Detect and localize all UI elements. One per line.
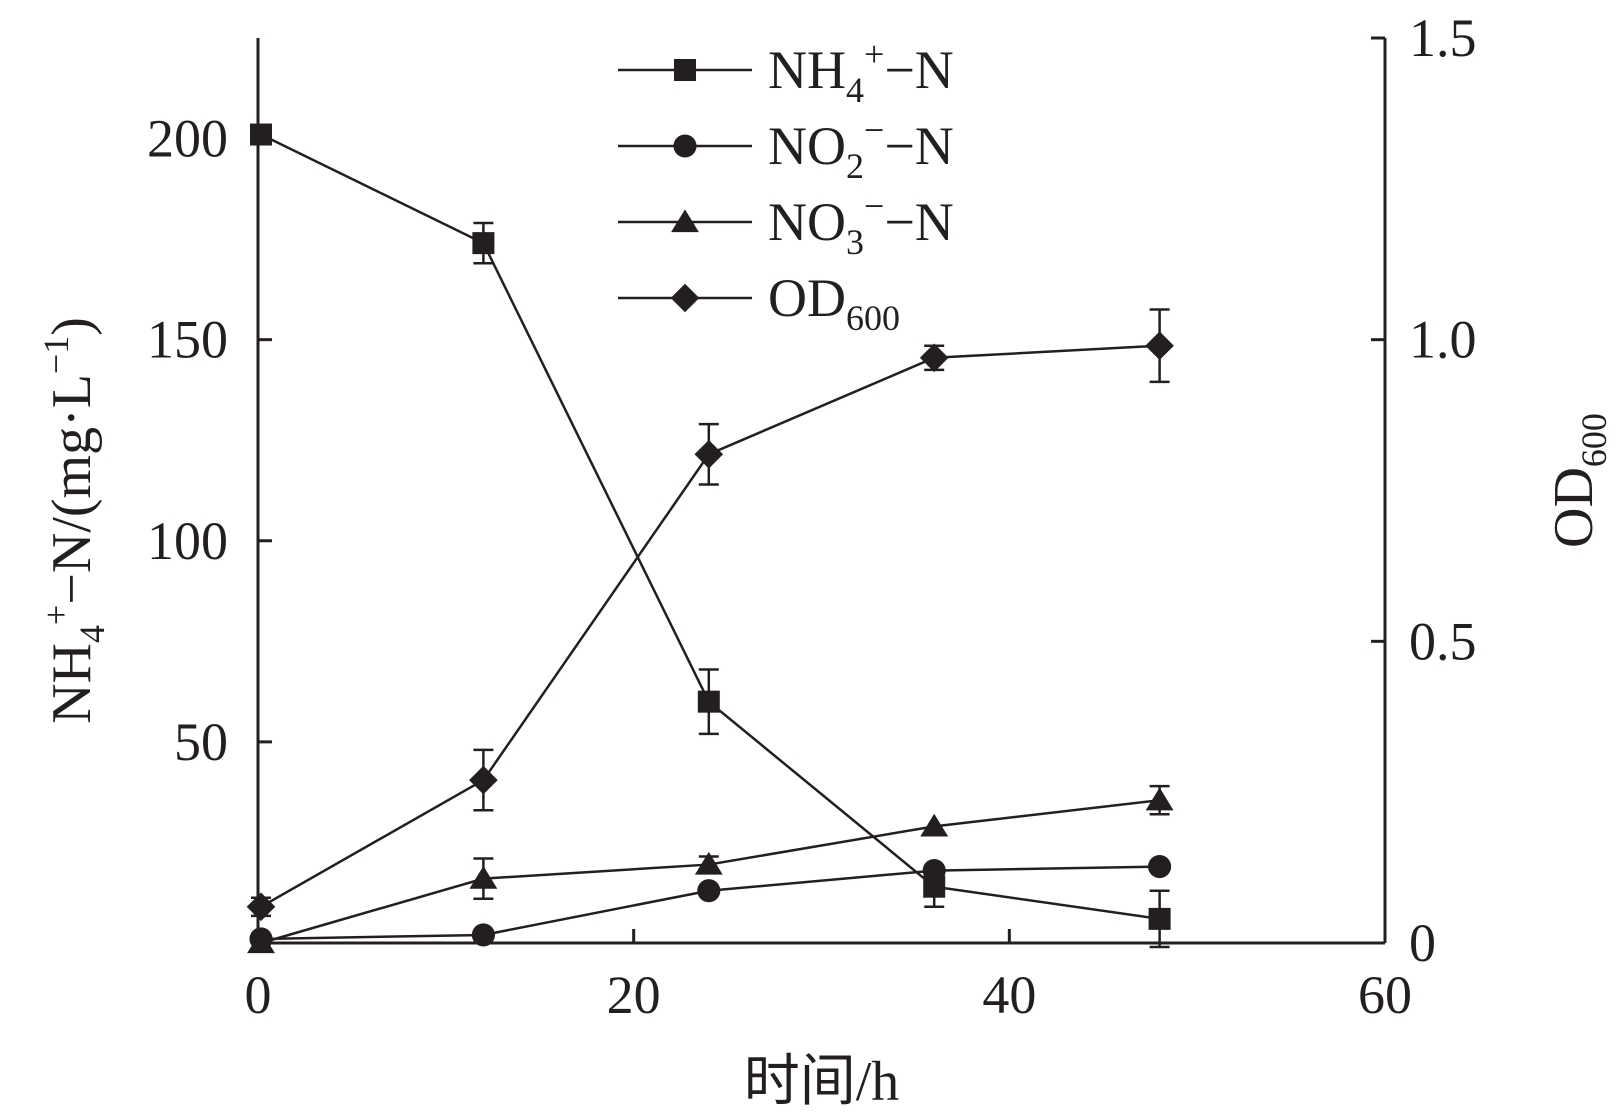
y-tick-label-left: 150: [147, 310, 228, 370]
point-triangle: [1145, 787, 1174, 811]
series-triangle: [247, 784, 1174, 954]
point-triangle: [247, 930, 275, 954]
y-tick-label-left: 50: [174, 712, 228, 772]
y-tick-label-left: 100: [147, 511, 228, 571]
series-line-diamond: [260, 344, 1160, 908]
legend-item: NH4+−N: [618, 34, 954, 110]
series-square: [250, 123, 1171, 949]
point-square: [250, 123, 272, 146]
x-tick-label: 20: [607, 965, 661, 1025]
legend-label-sup: −: [864, 110, 884, 150]
x-tick-label: 40: [982, 965, 1036, 1025]
point-square: [923, 875, 946, 898]
y-tick-label-right: 1.5: [1409, 8, 1477, 68]
point-circle: [697, 879, 721, 903]
legend-marker-circle: [673, 134, 697, 158]
series-diamond: [246, 308, 1174, 922]
point-circle: [471, 923, 495, 947]
x-axis-title: 时间/h: [744, 1051, 900, 1113]
legend-label-sub: 3: [846, 222, 864, 262]
y-axis-title-right-sub: 600: [1574, 413, 1614, 467]
y-axis-title-close: ): [41, 317, 103, 336]
legend-item: NO2−−N: [618, 110, 954, 186]
point-square: [472, 232, 495, 255]
y-tick-label-right: 0.5: [1409, 611, 1477, 671]
y-axis-title-right-base: OD: [1543, 467, 1605, 548]
y-tick-label-right: 0: [1409, 913, 1436, 973]
point-circle: [1148, 855, 1172, 879]
legend-label-base: NO: [768, 116, 846, 176]
legend-label-rest: −N: [884, 192, 953, 252]
point-triangle: [920, 813, 949, 837]
legend-label-sub: 4: [846, 70, 864, 110]
legend-label-sup: −: [864, 186, 884, 226]
y-axis-title-base: NH: [41, 643, 103, 724]
legend-marker-triangle: [671, 209, 699, 233]
legend-label-rest: −N: [884, 40, 953, 100]
legend-label: NO2−−N: [768, 110, 954, 186]
x-tick-label: 0: [245, 965, 272, 1025]
y-axis-title-sup2: −1: [36, 336, 76, 374]
legend-label-sup: +: [864, 34, 884, 74]
point-triangle: [694, 851, 723, 875]
x-tick-label: 60: [1358, 965, 1412, 1025]
point-circle: [922, 859, 946, 883]
series-circle: [249, 855, 1172, 951]
legend-label-sub: 600: [846, 298, 900, 338]
legend-label: NO3−−N: [768, 186, 954, 262]
y-axis-title-sup: +: [36, 605, 76, 625]
legend-label-rest: −N: [884, 116, 953, 176]
y-tick-label-left: 200: [147, 109, 228, 169]
legend-label: NH4+−N: [768, 34, 954, 110]
point-diamond: [1145, 331, 1174, 360]
point-square: [697, 690, 720, 713]
point-diamond: [694, 440, 724, 469]
point-diamond: [246, 892, 276, 922]
y-tick-label-right: 1.0: [1409, 310, 1477, 370]
legend-item: OD600: [618, 268, 900, 338]
legend-marker-square: [674, 59, 696, 81]
legend-item: NO3−−N: [618, 186, 954, 262]
y-axis-title-sub: 4: [72, 625, 112, 643]
legend-label: OD600: [768, 268, 900, 338]
legend-marker-diamond: [670, 283, 700, 313]
series-line-square: [260, 133, 1160, 921]
y-axis-title-rest: −N/(mg·L: [41, 374, 103, 605]
point-square: [1148, 907, 1171, 930]
legend-label-base: NO: [768, 192, 846, 252]
legend-label-base: OD: [768, 268, 846, 328]
legend-label-sub: 2: [846, 146, 864, 186]
y-axis-title-right: OD600: [1543, 413, 1614, 548]
legend-label-base: NH: [768, 40, 846, 100]
y-axis-title-left: NH4+−N/(mg·L−1): [36, 317, 112, 724]
point-triangle: [469, 865, 498, 889]
point-diamond: [919, 343, 949, 373]
point-diamond: [469, 765, 498, 795]
